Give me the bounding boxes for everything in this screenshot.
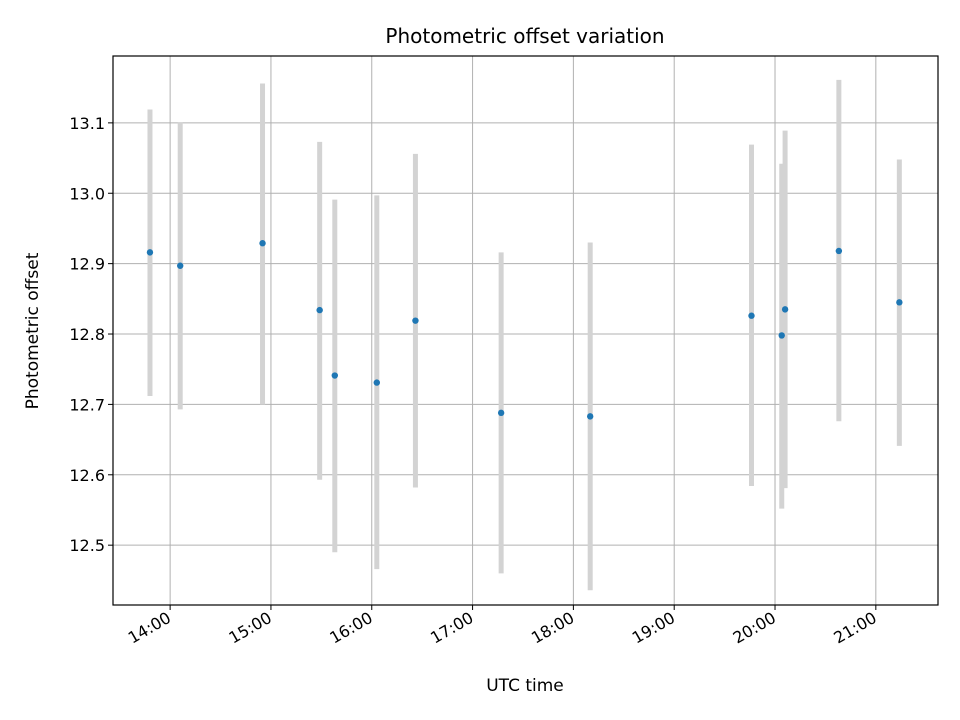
y-tick-label: 12.6: [69, 466, 105, 485]
data-point: [748, 312, 755, 319]
data-point: [316, 306, 323, 314]
data-point: [586, 413, 594, 420]
plot-area: [113, 56, 938, 605]
data-point: [331, 372, 338, 379]
data-point: [778, 332, 785, 339]
data-point: [373, 379, 380, 386]
y-tick-label: 13.0: [69, 184, 105, 203]
data-point: [497, 409, 505, 417]
data-point: [146, 249, 154, 256]
y-tick-label: 12.8: [69, 325, 105, 344]
y-axis-ticks: 12.5 12.6 12.7 12.8 12.9 13.0 13.1: [69, 114, 113, 555]
y-tick-label: 12.7: [69, 395, 105, 414]
data-point: [835, 247, 843, 255]
data-point: [781, 306, 789, 313]
chart-title: Photometric offset variation: [385, 24, 664, 48]
y-tick-label: 13.1: [69, 114, 105, 133]
y-tick-label: 12.9: [69, 255, 105, 274]
x-axis-label: UTC time: [486, 676, 564, 696]
data-point: [177, 262, 184, 269]
y-axis-label: Photometric offset: [23, 252, 43, 409]
grid: [113, 56, 938, 605]
data-points: [146, 240, 903, 420]
data-point: [412, 317, 419, 324]
data-point: [896, 299, 903, 306]
data-point: [259, 240, 266, 247]
y-tick-label: 12.5: [69, 536, 105, 555]
plot-frame: [112, 55, 939, 606]
